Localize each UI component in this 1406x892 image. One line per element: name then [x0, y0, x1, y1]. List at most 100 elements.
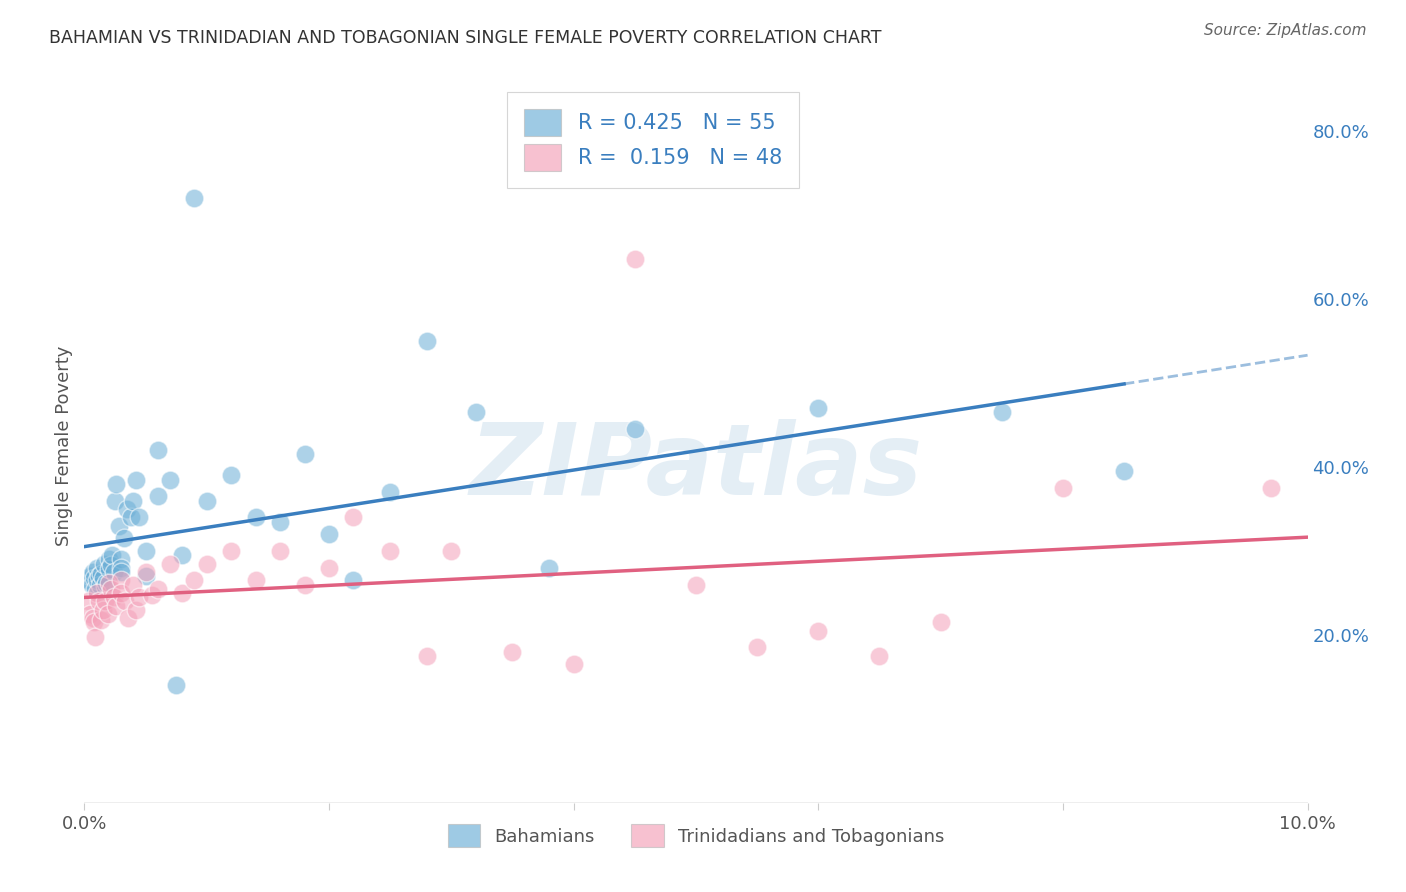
Point — [538, 560, 561, 574]
Point — [195, 493, 218, 508]
Point — [991, 405, 1014, 419]
Point — [869, 648, 891, 663]
Point — [294, 577, 316, 591]
Point — [86, 560, 108, 574]
Text: BAHAMIAN VS TRINIDADIAN AND TOBAGONIAN SINGLE FEMALE POVERTY CORRELATION CHART: BAHAMIAN VS TRINIDADIAN AND TOBAGONIAN S… — [49, 29, 882, 47]
Point — [101, 548, 124, 562]
Point — [125, 473, 148, 487]
Point — [269, 544, 291, 558]
Point — [105, 476, 128, 491]
Point — [94, 579, 117, 593]
Point — [114, 594, 136, 608]
Point — [90, 567, 112, 582]
Point — [128, 590, 150, 604]
Point — [77, 594, 100, 608]
Point — [87, 569, 110, 583]
Point — [318, 527, 340, 541]
Point — [122, 493, 145, 508]
Point — [105, 599, 128, 613]
Point — [183, 574, 205, 588]
Point — [318, 560, 340, 574]
Point — [104, 493, 127, 508]
Point — [93, 557, 115, 571]
Point — [269, 515, 291, 529]
Point — [103, 590, 125, 604]
Point — [97, 607, 120, 621]
Point — [380, 485, 402, 500]
Point — [100, 558, 122, 573]
Point — [97, 552, 120, 566]
Point — [146, 489, 169, 503]
Point — [84, 630, 107, 644]
Point — [502, 645, 524, 659]
Point — [1052, 481, 1074, 495]
Point — [747, 640, 769, 655]
Point — [87, 594, 110, 608]
Point — [1114, 464, 1136, 478]
Point — [91, 571, 114, 585]
Point — [125, 603, 148, 617]
Point — [159, 557, 181, 571]
Point — [110, 560, 132, 574]
Point — [245, 574, 267, 588]
Point — [195, 557, 218, 571]
Legend: Bahamians, Trinidadians and Tobagonians: Bahamians, Trinidadians and Tobagonians — [440, 817, 952, 855]
Point — [79, 569, 101, 583]
Point — [416, 648, 439, 663]
Point — [141, 588, 163, 602]
Point — [97, 575, 120, 590]
Point — [86, 586, 108, 600]
Point — [342, 510, 364, 524]
Point — [219, 544, 242, 558]
Point — [562, 657, 585, 672]
Point — [172, 548, 194, 562]
Point — [685, 577, 707, 591]
Point — [159, 473, 181, 487]
Point — [135, 544, 157, 558]
Point — [80, 577, 103, 591]
Point — [122, 577, 145, 591]
Point — [440, 544, 463, 558]
Text: ZIPatlas: ZIPatlas — [470, 419, 922, 516]
Point — [380, 544, 402, 558]
Point — [464, 405, 486, 419]
Point — [112, 532, 135, 546]
Point — [135, 565, 157, 579]
Point — [91, 603, 114, 617]
Point — [79, 607, 101, 621]
Point — [110, 586, 132, 600]
Point — [97, 562, 120, 576]
Point — [1260, 481, 1282, 495]
Point — [117, 611, 139, 625]
Point — [624, 422, 647, 436]
Point — [165, 678, 187, 692]
Point — [115, 502, 138, 516]
Point — [96, 575, 118, 590]
Point — [146, 443, 169, 458]
Point — [103, 565, 125, 579]
Point — [219, 468, 242, 483]
Point — [416, 334, 439, 348]
Point — [294, 447, 316, 461]
Point — [245, 510, 267, 524]
Point — [120, 510, 142, 524]
Point — [77, 574, 100, 588]
Point — [110, 565, 132, 579]
Point — [83, 571, 105, 585]
Point — [82, 611, 104, 625]
Point — [342, 574, 364, 588]
Point — [110, 574, 132, 588]
Point — [100, 582, 122, 596]
Point — [135, 569, 157, 583]
Point — [110, 552, 132, 566]
Point — [94, 594, 117, 608]
Point — [146, 582, 169, 596]
Point — [172, 586, 194, 600]
Point — [929, 615, 952, 630]
Point — [86, 574, 108, 588]
Text: Source: ZipAtlas.com: Source: ZipAtlas.com — [1204, 23, 1367, 38]
Point — [624, 252, 647, 266]
Point — [89, 577, 111, 591]
Point — [83, 615, 105, 630]
Point — [183, 191, 205, 205]
